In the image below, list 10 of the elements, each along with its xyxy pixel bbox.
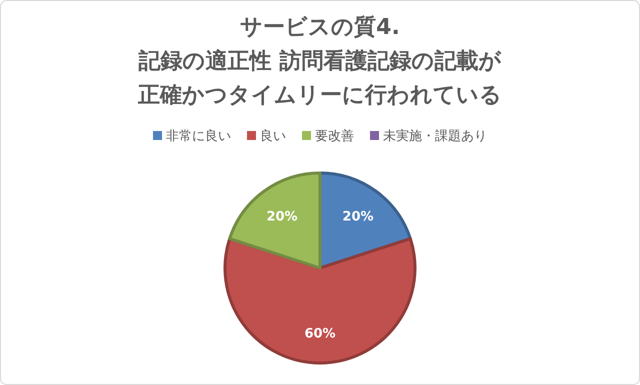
- legend-label: 良い: [260, 129, 286, 144]
- pie-slice: [228, 172, 322, 270]
- legend-label: 非常に良い: [166, 129, 231, 144]
- data-label: 20%: [266, 210, 298, 225]
- pie-slice: [224, 237, 416, 364]
- legend-label: 要改善: [315, 128, 354, 144]
- data-label: 20%: [342, 210, 374, 225]
- data-label: 60%: [304, 326, 336, 342]
- legend-label: 未実施・課題あり: [383, 128, 487, 144]
- chart-title: サービスの質4. 記録の適正性 訪問看護記録の記載が正確かつタイムリーに行われている: [137, 14, 502, 108]
